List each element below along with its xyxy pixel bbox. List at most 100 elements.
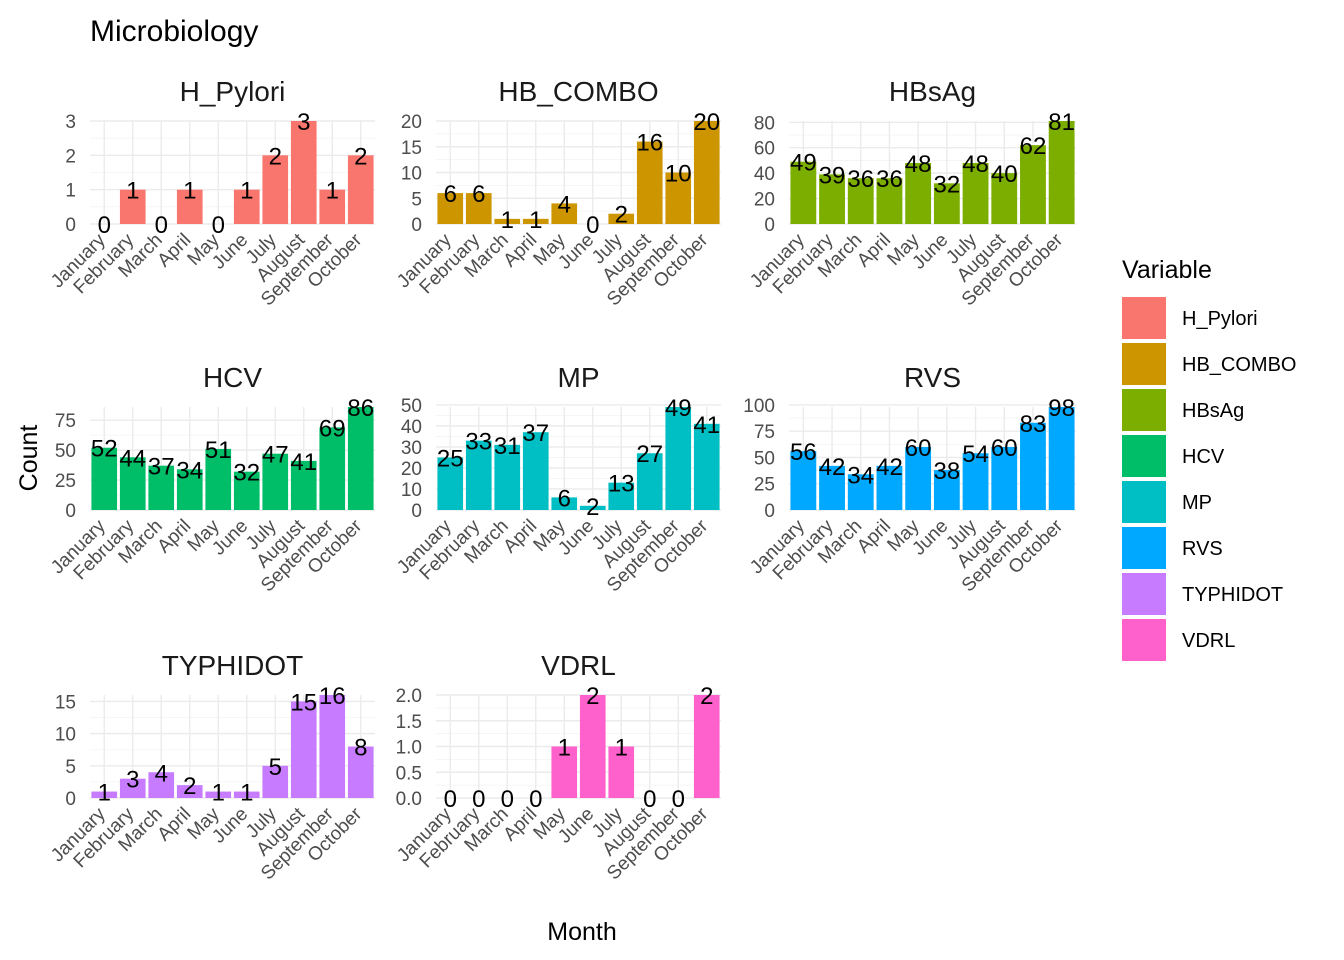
bar: [465, 440, 492, 510]
bar: [551, 497, 578, 510]
bar-value-label: 2: [269, 143, 282, 170]
panel-title: HCV: [203, 362, 262, 393]
bar-value-label: 52: [91, 436, 118, 463]
bar: [693, 121, 720, 224]
bar: [233, 791, 260, 798]
bar-value-label: 0: [212, 212, 225, 239]
y-tick-label: 10: [401, 164, 422, 185]
bar-value-label: 36: [847, 166, 874, 193]
bar: [790, 161, 817, 224]
bar: [205, 448, 232, 510]
y-tick-label: 0: [65, 215, 76, 236]
bar: [962, 162, 989, 224]
bar: [148, 772, 175, 798]
bar-value-label: 0: [643, 786, 656, 813]
bar: [933, 470, 960, 510]
legend-item: H_Pylori: [1122, 297, 1258, 339]
bar: [233, 471, 260, 510]
bar-value-label: 1: [529, 207, 542, 234]
bar: [205, 791, 232, 798]
bar: [1020, 422, 1046, 510]
legend-swatch: [1122, 619, 1166, 661]
bar-value-label: 0: [529, 786, 542, 813]
bar-value-label: 98: [1048, 395, 1075, 422]
y-tick-label: 0: [764, 215, 775, 236]
y-tick-label: 3: [65, 112, 76, 133]
bar-value-label: 0: [586, 212, 599, 239]
y-tick-label: 80: [754, 113, 775, 134]
bar: [1048, 407, 1075, 510]
y-tick-label: 5: [411, 189, 422, 210]
y-tick-label: 0: [411, 501, 422, 522]
bar-value-label: 15: [290, 689, 317, 716]
legend-item: HB_COMBO: [1122, 343, 1296, 385]
bar-value-label: 8: [354, 735, 367, 762]
bar-value-label: 2: [354, 143, 367, 170]
bar-value-label: 48: [905, 151, 932, 178]
bar-value-label: 1: [240, 178, 253, 205]
y-tick-label: 40: [401, 417, 422, 438]
bar: [494, 444, 521, 510]
y-tick-label: 50: [401, 396, 422, 417]
bar-value-label: 6: [558, 485, 571, 512]
legend-item: HBsAg: [1122, 389, 1244, 431]
bar: [148, 465, 175, 510]
bar-value-label: 62: [1020, 133, 1047, 160]
bar-value-label: 13: [608, 471, 635, 498]
bar-value-label: 42: [876, 454, 903, 481]
bar-value-label: 1: [501, 207, 514, 234]
bar: [579, 505, 606, 510]
y-tick-label: 60: [754, 139, 775, 160]
panel-title: MP: [558, 362, 600, 393]
bar-value-label: 51: [205, 437, 232, 464]
bar: [233, 189, 260, 224]
bar-value-label: 20: [693, 109, 720, 136]
legend-label: TYPHIDOT: [1182, 584, 1283, 606]
y-tick-label: 20: [401, 459, 422, 480]
bar-value-label: 0: [155, 212, 168, 239]
bar: [551, 746, 578, 798]
bar: [933, 183, 960, 224]
legend-label: VDRL: [1182, 630, 1235, 652]
bar-value-label: 3: [297, 109, 310, 136]
y-tick-label: 20: [401, 112, 422, 133]
bar-value-label: 0: [501, 786, 514, 813]
bar: [608, 746, 635, 798]
legend-swatch: [1122, 389, 1166, 431]
legend-item: VDRL: [1122, 619, 1235, 661]
legend-label: RVS: [1182, 538, 1223, 560]
bar: [847, 178, 874, 224]
bar-value-label: 49: [665, 395, 692, 422]
y-tick-label: 0: [411, 215, 422, 236]
y-tick-label: 0.5: [396, 763, 422, 784]
bar-value-label: 83: [1020, 411, 1047, 438]
legend-title: Variable: [1122, 256, 1212, 284]
facet-panels: H_Pylori01230101012312JanuaryFebruaryMar…: [47, 76, 1076, 884]
legend-swatch: [1122, 481, 1166, 523]
bar-value-label: 2: [700, 683, 713, 710]
bar: [290, 701, 317, 798]
bar: [290, 121, 317, 224]
bar: [905, 162, 932, 224]
bar: [819, 465, 845, 510]
bar: [290, 460, 317, 510]
bar-value-label: 39: [819, 162, 846, 189]
bar-value-label: 36: [876, 166, 903, 193]
bar-value-label: 0: [472, 786, 485, 813]
bar: [347, 155, 374, 224]
bar: [1020, 145, 1046, 224]
bar-value-label: 16: [319, 683, 346, 710]
legend-item: MP: [1122, 481, 1212, 523]
bar-value-label: 31: [494, 433, 521, 460]
bar-value-label: 34: [847, 462, 874, 489]
bar-value-label: 16: [636, 130, 663, 157]
bar: [347, 407, 374, 510]
bar: [790, 451, 817, 510]
y-tick-label: 1: [65, 181, 76, 202]
bar-value-label: 2: [586, 683, 599, 710]
